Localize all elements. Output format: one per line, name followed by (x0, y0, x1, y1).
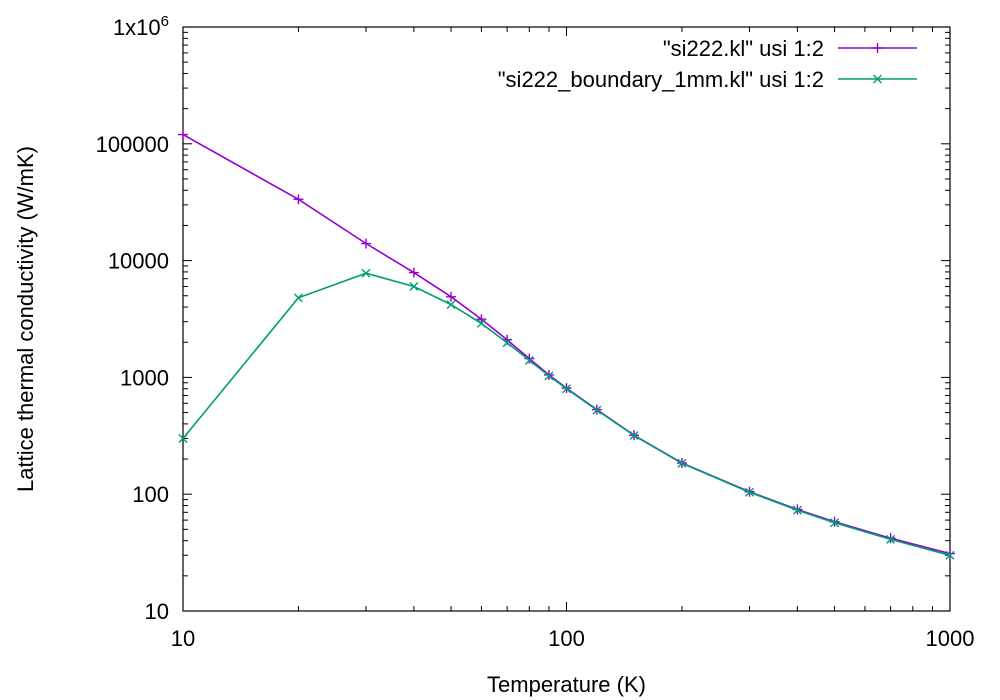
series-1-point-b (629, 431, 639, 441)
series-1-point-b (178, 433, 188, 443)
series-1-point-b (361, 268, 371, 278)
y-tick-label: 1000 (120, 365, 169, 390)
legend: "si222.kl" usi 1:2 "si222_boundary_1mm.kl… (498, 36, 917, 92)
series-1-point (446, 300, 456, 310)
series-1-point-b (446, 300, 456, 310)
series-0-point (293, 194, 304, 205)
series-1-point (677, 458, 687, 468)
series-1-point-b (524, 355, 534, 365)
series-1-point (178, 433, 188, 443)
series-1-point (830, 518, 840, 528)
y-tick-label-base: 1x10 (113, 15, 161, 40)
series-1-point-b (592, 405, 602, 415)
legend-label: "si222.kl" usi 1:2 (663, 36, 824, 61)
series-0 (178, 129, 955, 559)
series-1-point (524, 355, 534, 365)
series-1-point-b (744, 487, 754, 497)
series-1-point-b (945, 550, 955, 560)
series-1-line (182, 272, 951, 557)
axis-ticks: 10 100 1000 10 100 1000 10000 100000 1x106 (96, 13, 975, 651)
series-1-point (502, 338, 512, 348)
series-1-point-b (830, 518, 840, 528)
series-1-point (562, 384, 571, 394)
series-1-point (792, 505, 802, 515)
legend-label: "si222_boundary_1mm.kl" usi 1:2 (498, 67, 824, 92)
series-0-point (408, 267, 419, 278)
series-1-point (409, 282, 419, 292)
x-axis-label: Temperature (K) (487, 672, 646, 697)
series-1-point (592, 405, 602, 415)
legend-swatch-marker (872, 43, 883, 53)
series-1-point (629, 431, 639, 441)
x-tick-label: 1000 (926, 626, 975, 651)
series-0-point (446, 291, 457, 302)
series-1-point (945, 550, 955, 560)
series-1-point-b (409, 282, 419, 292)
series-1 (178, 268, 955, 560)
series-1-point (544, 371, 554, 381)
series-1-point (744, 487, 754, 497)
y-tick-label: 100 (132, 482, 169, 507)
series-1-point-b (677, 458, 687, 468)
y-tick-label: 1x106 (113, 13, 169, 40)
series-layer (178, 129, 955, 560)
y-tick-label: 10000 (108, 249, 169, 274)
series-1-point-b (544, 371, 554, 381)
series-1-point (293, 293, 303, 303)
series-1-point-b (792, 505, 802, 515)
series-1-point-b (886, 534, 896, 544)
y-tick-label: 10 (145, 599, 169, 624)
x-tick-label: 10 (171, 626, 195, 651)
legend-swatch-marker (873, 74, 882, 84)
series-1-point-b (502, 338, 512, 348)
y-tick-label: 100000 (96, 132, 169, 157)
series-1-point-b (562, 384, 571, 394)
series-1-point-b (476, 318, 486, 328)
series-1-point (886, 534, 896, 544)
legend-swatch-marker-b (873, 74, 882, 84)
x-tick-label: 100 (548, 626, 585, 651)
y-axis-label: Lattice thermal conductivity (W/mK) (13, 146, 38, 492)
series-1-point (476, 318, 486, 328)
y-tick-label-exponent: 6 (161, 13, 169, 30)
series-0-point (360, 238, 371, 249)
series-1-point-b (293, 293, 303, 303)
series-0-point (178, 129, 188, 140)
series-1-point (361, 268, 371, 278)
